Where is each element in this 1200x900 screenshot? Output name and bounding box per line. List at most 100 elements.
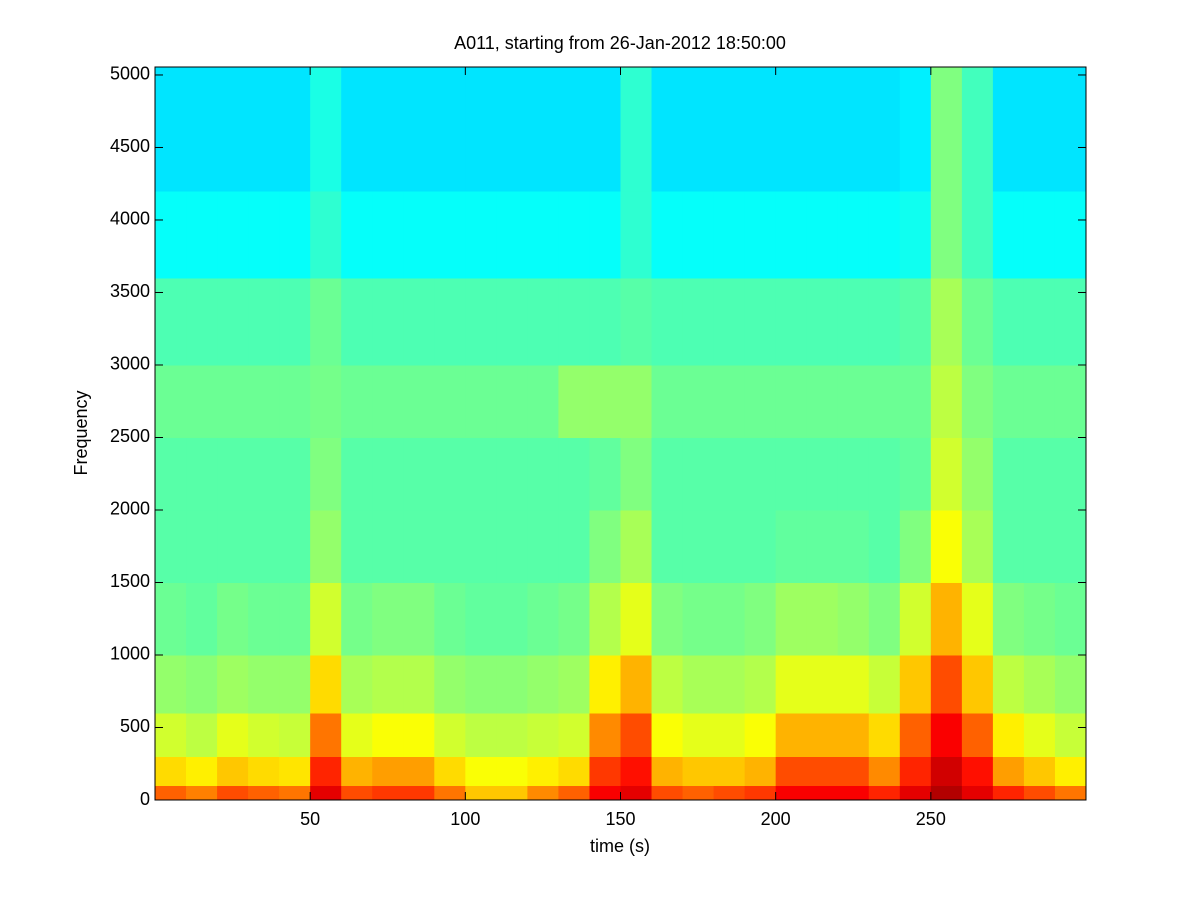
heatmap-cell [465, 67, 497, 192]
heatmap-cell [279, 582, 311, 656]
heatmap-cell [558, 67, 590, 192]
heatmap-cell [496, 437, 528, 511]
heatmap-cell [341, 509, 373, 583]
heatmap-cell [341, 67, 373, 192]
heatmap-cell [217, 756, 249, 786]
heatmap-cell [155, 67, 187, 192]
heatmap-cell [682, 437, 715, 511]
heatmap-cell [806, 277, 839, 366]
heatmap-cell [186, 712, 218, 757]
heatmap-cell [806, 756, 839, 786]
heatmap-cell [1023, 756, 1056, 786]
heatmap-cell [217, 67, 249, 192]
heatmap-cell [434, 582, 466, 656]
heatmap-cell [775, 509, 808, 583]
heatmap-cell [217, 582, 249, 656]
heatmap-cell [1054, 582, 1087, 656]
heatmap-cell [620, 654, 653, 714]
heatmap-cell [217, 190, 249, 279]
heatmap-cell [217, 277, 249, 366]
heatmap-cell [372, 67, 404, 192]
heatmap-cell [868, 509, 901, 583]
heatmap-cell [1054, 437, 1087, 511]
heatmap-cell [1054, 654, 1087, 714]
heatmap-cell [589, 190, 621, 279]
heatmap-cell [527, 190, 559, 279]
heatmap-cell [837, 712, 870, 757]
heatmap-cell [403, 712, 435, 757]
heatmap-cell [837, 654, 870, 714]
heatmap-cell [744, 190, 777, 279]
heatmap-cell [558, 582, 590, 656]
heatmap-cell [558, 785, 590, 801]
heatmap-cell [186, 654, 218, 714]
heatmap-cell [248, 509, 280, 583]
heatmap-cell [1023, 277, 1056, 366]
heatmap-cell [651, 785, 684, 801]
heatmap-cell [775, 67, 808, 192]
heatmap-cell [1023, 67, 1056, 192]
heatmap-cell [589, 67, 621, 192]
heatmap-cell [1023, 509, 1056, 583]
heatmap-cell [372, 582, 404, 656]
heatmap-cell [992, 712, 1025, 757]
heatmap-cell [527, 654, 559, 714]
heatmap-cell [806, 67, 839, 192]
heatmap-cell [651, 756, 684, 786]
heatmap-cell [186, 67, 218, 192]
heatmap-cell [806, 437, 839, 511]
heatmap-cell [837, 437, 870, 511]
heatmap-cell [1023, 190, 1056, 279]
heatmap-cell [527, 756, 559, 786]
heatmap-cell [248, 364, 280, 438]
heatmap-cell [806, 509, 839, 583]
heatmap-cell [310, 190, 342, 279]
y-tick-label: 5000 [110, 64, 150, 84]
heatmap-cell [775, 785, 808, 801]
heatmap-cell [155, 785, 187, 801]
heatmap-cell [589, 582, 621, 656]
heatmap-cell [589, 277, 621, 366]
heatmap-cell [961, 190, 994, 279]
heatmap-cell [217, 364, 249, 438]
heatmap-cell [651, 190, 684, 279]
heatmap-cell [403, 509, 435, 583]
heatmap-cell [620, 712, 653, 757]
heatmap-cell [279, 509, 311, 583]
heatmap-cell [341, 712, 373, 757]
heatmap-cell [868, 712, 901, 757]
heatmap-cell [496, 277, 528, 366]
heatmap-cell [806, 654, 839, 714]
heatmap-cell [372, 364, 404, 438]
heatmap-cell [961, 785, 994, 801]
heatmap-cell [434, 712, 466, 757]
y-tick-label: 2500 [110, 426, 150, 446]
heatmap-cell [372, 277, 404, 366]
heatmap-cell [496, 756, 528, 786]
heatmap-cell [248, 654, 280, 714]
heatmap-cell [310, 756, 342, 786]
heatmap-cell [620, 756, 653, 786]
heatmap-cell [775, 364, 808, 438]
heatmap-cell [930, 582, 963, 656]
heatmap-cell [961, 582, 994, 656]
heatmap-cell [806, 190, 839, 279]
heatmap-cell [961, 712, 994, 757]
heatmap-cell [403, 785, 435, 801]
y-tick-label: 3500 [110, 281, 150, 301]
heatmap-cell [217, 437, 249, 511]
x-tick-label: 250 [916, 809, 946, 829]
heatmap-cell [1054, 277, 1087, 366]
heatmap-cell [279, 785, 311, 801]
heatmap-cell [403, 582, 435, 656]
heatmap-cell [279, 67, 311, 192]
heatmap-cell [434, 277, 466, 366]
heatmap-cell [465, 654, 497, 714]
heatmap-cell [186, 364, 218, 438]
x-tick-label: 100 [450, 809, 480, 829]
heatmap-cell [620, 509, 653, 583]
heatmap-cell [1054, 190, 1087, 279]
heatmap-cell [527, 785, 559, 801]
heatmap-cell [310, 582, 342, 656]
heatmap-cell [930, 437, 963, 511]
